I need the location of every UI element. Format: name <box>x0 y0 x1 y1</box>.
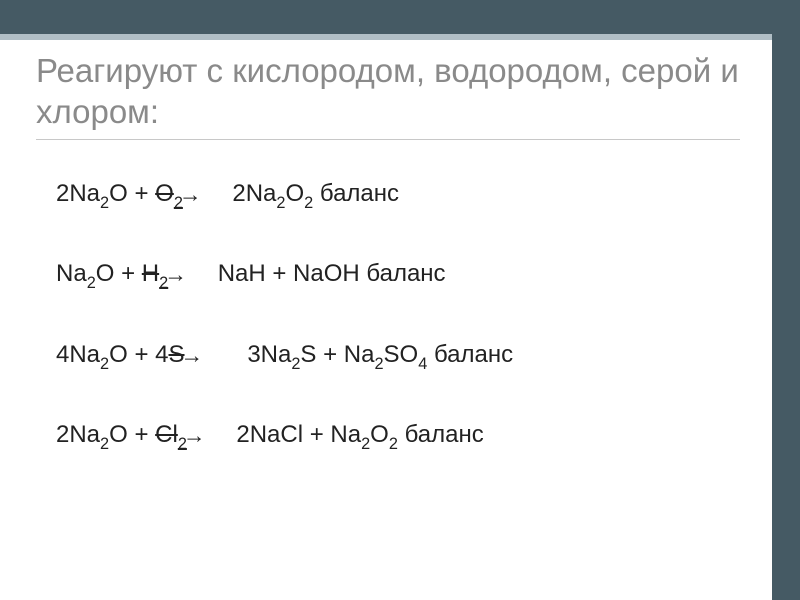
eq2-tail: баланс <box>360 260 446 287</box>
eq3-rhs-sub1: 2 <box>291 355 300 373</box>
eq1-gap <box>206 180 233 207</box>
equation-3: 4Na2O + 4S→ 3Na2S + Na2SO4 баланс <box>56 341 740 373</box>
equation-2: Na2O + H2→ NaH + NaOH баланс <box>56 260 740 292</box>
eq4-gap <box>210 421 237 448</box>
eq3-lhs-tail: O + 4 <box>109 341 168 368</box>
eq3-rhs-mid: S + Na <box>300 341 374 368</box>
eq3-rhs-sub2: 2 <box>374 355 383 373</box>
equation-1: 2Na2O + O2→ 2Na2O2 баланс <box>56 180 740 212</box>
arrow-icon: → <box>164 261 187 288</box>
eq2-strike-base: H <box>142 260 159 287</box>
eq2-lhs-tail: O + <box>96 260 142 287</box>
top-accent-bar-light <box>0 34 800 40</box>
arrow-icon: → <box>179 181 202 208</box>
eq1-rhs: 2Na <box>232 180 276 207</box>
eq1-lhs-sub: 2 <box>100 194 109 212</box>
eq2-lhs-sub: 2 <box>87 274 96 292</box>
top-accent-bar <box>0 0 800 34</box>
arrow-icon: → <box>183 422 206 449</box>
eq4-rhs-mid: O <box>370 421 389 448</box>
eq3-lhs: 4Na <box>56 341 100 368</box>
eq3-lhs-sub: 2 <box>100 355 109 373</box>
eq4-lhs-sub: 2 <box>100 435 109 453</box>
eq2-gap <box>191 260 218 287</box>
arrow-icon: → <box>181 342 204 369</box>
eq1-lhs-tail: O + <box>109 180 155 207</box>
slide: Реагируют с кислородом, водородом, серой… <box>0 0 800 600</box>
eq1-rhs-sub1: 2 <box>276 194 285 212</box>
eq1-rhs-sub2: 2 <box>304 194 313 212</box>
eq1-tail: баланс <box>313 180 399 207</box>
eq2-rhs: NaH + NaOH <box>218 260 360 287</box>
eq3-gap <box>207 341 247 368</box>
equation-4: 2Na2O + Cl2→ 2NaCl + Na2O2 баланс <box>56 421 740 453</box>
eq1-rhs-mid: O <box>285 180 304 207</box>
eq4-tail: баланс <box>398 421 484 448</box>
eq2-lhs: Na <box>56 260 87 287</box>
eq3-rhs-tail: SO <box>384 341 419 368</box>
slide-title: Реагируют с кислородом, водородом, серой… <box>36 50 740 140</box>
eq4-rhs: 2NaCl + Na <box>236 421 361 448</box>
eq3-tail: баланс <box>427 341 513 368</box>
eq3-rhs: 3Na <box>247 341 291 368</box>
eq3-rhs-sub3: 4 <box>418 355 427 373</box>
eq1-lhs: 2Na <box>56 180 100 207</box>
eq4-strike-base: Cl <box>155 421 178 448</box>
eq4-lhs-tail: O + <box>109 421 155 448</box>
eq4-rhs-sub1: 2 <box>361 435 370 453</box>
eq4-lhs: 2Na <box>56 421 100 448</box>
eq4-rhs-sub2: 2 <box>389 435 398 453</box>
right-accent-bar <box>772 0 800 600</box>
equations-block: 2Na2O + O2→ 2Na2O2 баланс Na2O + H2→ NaH… <box>56 180 740 453</box>
eq1-strike-base: O <box>155 180 174 207</box>
